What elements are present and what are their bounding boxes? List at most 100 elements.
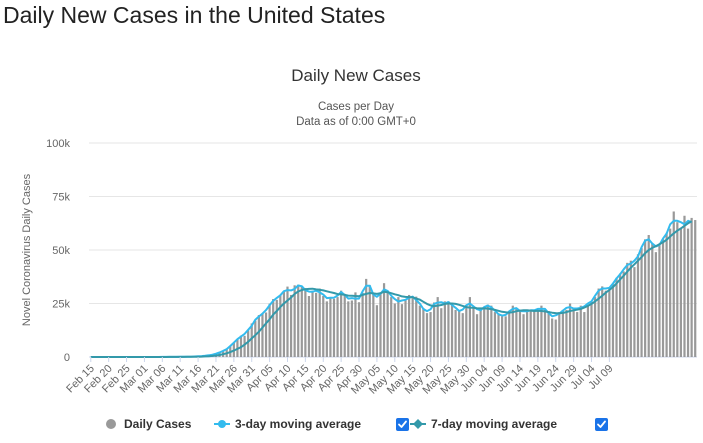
bar (254, 320, 257, 357)
bar (540, 305, 543, 357)
bar (661, 239, 665, 357)
bar (626, 262, 629, 357)
checkmark-icon (398, 420, 407, 428)
bar (593, 297, 597, 357)
legend-item[interactable]: 7-day moving average (410, 417, 557, 431)
ma7-line (90, 220, 693, 358)
bar (415, 296, 418, 357)
legend-item[interactable]: 3-day moving average (214, 417, 361, 431)
bar (250, 323, 253, 357)
bar (543, 309, 547, 357)
bar (425, 313, 429, 357)
bar (279, 294, 282, 357)
bar (386, 292, 389, 357)
bar (382, 283, 386, 357)
bar (526, 309, 529, 357)
bar (314, 292, 318, 357)
bar (618, 273, 622, 357)
bar (479, 309, 482, 357)
bar (615, 277, 618, 357)
bar (357, 302, 361, 357)
bar (293, 285, 296, 357)
bar (572, 307, 575, 357)
chart-subtitle: Cases per Day (318, 101, 394, 113)
bar (372, 292, 375, 357)
bar (547, 310, 550, 357)
bar (286, 286, 289, 357)
bar (515, 308, 518, 357)
bar (694, 220, 697, 357)
bar (576, 312, 579, 357)
bar (551, 318, 554, 357)
line-series (90, 219, 693, 358)
bar (311, 290, 314, 357)
bar (404, 300, 407, 357)
bar (601, 286, 604, 357)
bar (579, 305, 582, 357)
bar (676, 222, 679, 357)
bar (393, 303, 396, 357)
bar (375, 305, 379, 357)
y-tick-label: 75k (52, 192, 70, 204)
bar (533, 310, 536, 357)
bar (304, 288, 307, 357)
legend-dot-icon (218, 420, 226, 428)
legend-checkbox[interactable] (396, 418, 409, 431)
bar (257, 315, 260, 357)
bar (368, 285, 371, 357)
legend-label: Daily Cases (124, 417, 192, 431)
bar (672, 211, 675, 357)
bar (243, 335, 246, 357)
bar (325, 301, 328, 357)
bar (461, 313, 464, 357)
bar (565, 309, 568, 357)
bar (475, 314, 479, 357)
bar (407, 294, 411, 357)
bar (568, 303, 572, 357)
bar (307, 296, 311, 357)
bar (400, 304, 404, 357)
bar (422, 308, 425, 357)
bar (558, 312, 561, 357)
bar (536, 309, 539, 357)
bar (490, 305, 493, 357)
bar (669, 228, 672, 357)
bar (458, 309, 461, 357)
bar (332, 298, 336, 357)
bar (583, 312, 586, 357)
bar (450, 303, 454, 357)
bar (522, 314, 525, 357)
legend-label: 3-day moving average (235, 417, 361, 431)
bar (508, 312, 511, 357)
bar (322, 296, 325, 357)
bar (282, 291, 286, 357)
bar (640, 247, 643, 357)
bar (247, 330, 250, 357)
bar (629, 260, 632, 357)
y-tick-label: 25k (52, 299, 70, 311)
bar (665, 232, 668, 357)
legend-item[interactable]: Daily Cases (106, 417, 192, 431)
legend-label: 7-day moving average (431, 417, 557, 431)
bar (350, 300, 353, 357)
bar (272, 299, 275, 357)
bar (493, 312, 497, 357)
bar (608, 288, 611, 357)
legend-checkbox[interactable] (595, 418, 608, 431)
bar (651, 243, 654, 357)
bar (418, 305, 421, 357)
y-tick-label: 0 (64, 352, 70, 364)
y-tick-label: 50k (52, 245, 70, 257)
bar (336, 297, 339, 357)
bar (318, 288, 321, 357)
bar (436, 297, 439, 357)
bar (354, 292, 357, 357)
bar (365, 278, 368, 357)
page-title: Daily New Cases in the United States (3, 2, 386, 28)
bar (468, 297, 472, 357)
bar (518, 309, 522, 357)
bar (511, 305, 514, 357)
bar (329, 297, 332, 357)
